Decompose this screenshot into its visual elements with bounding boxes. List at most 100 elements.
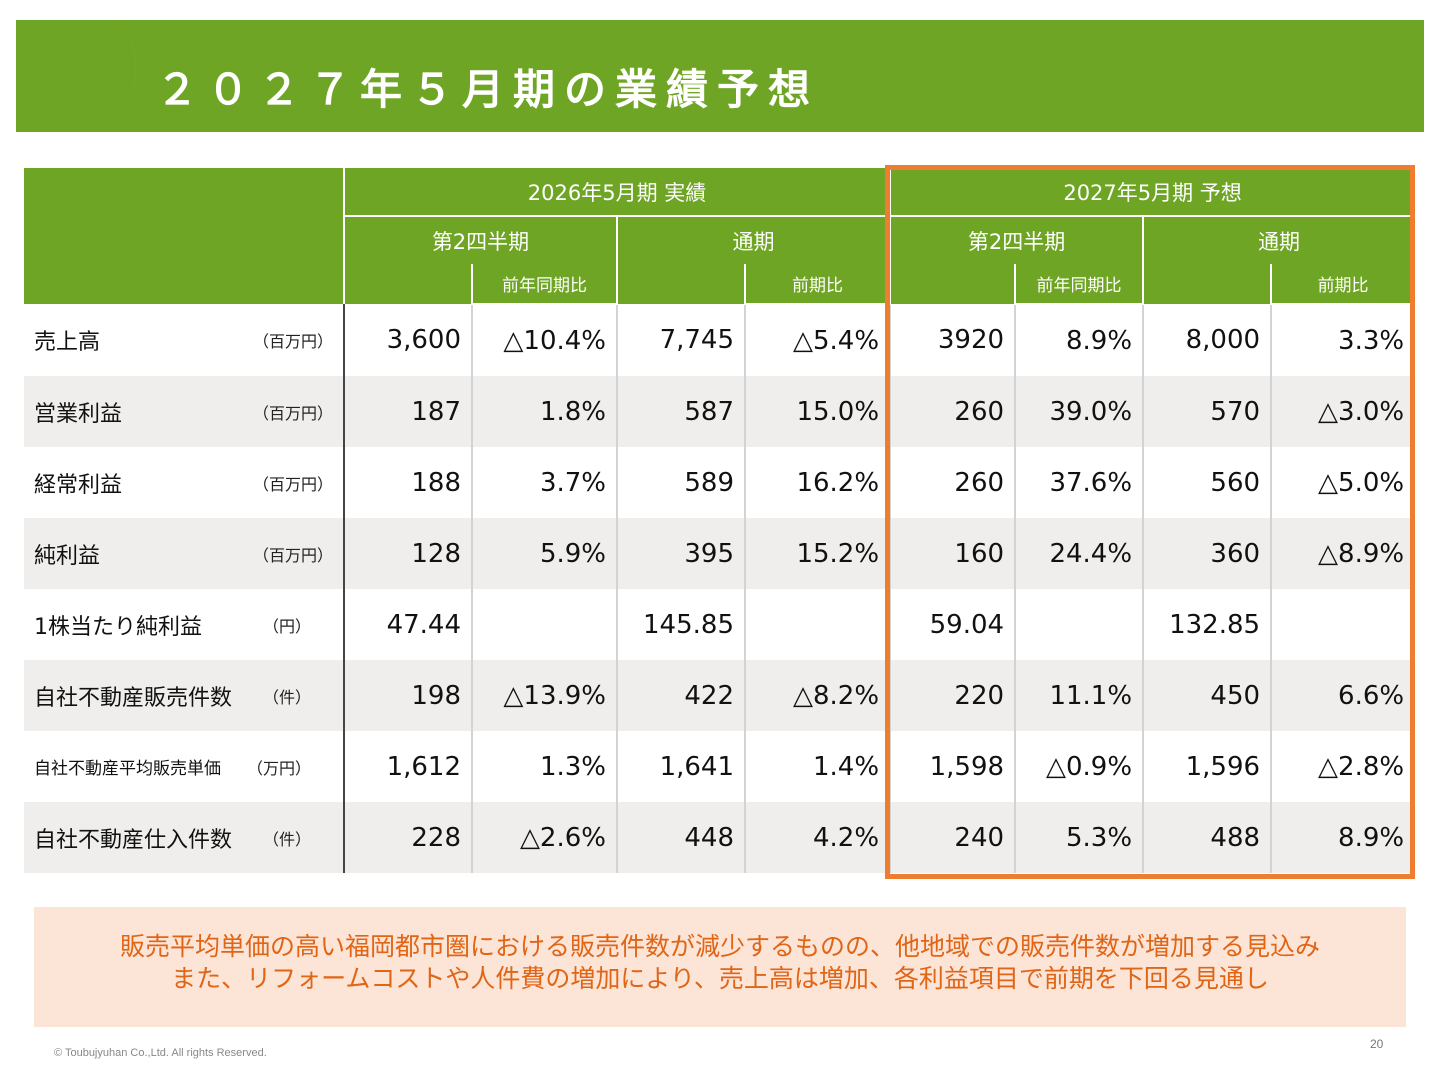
value-cell: 8,000: [1142, 304, 1272, 376]
value-cell: 560: [1142, 447, 1272, 518]
row-label-cell: 自社不動産仕入件数 （件）: [24, 802, 344, 873]
value-cell: 128: [343, 518, 472, 589]
value-cell: 260: [889, 376, 1016, 447]
row-unit: （百万円）: [252, 545, 333, 565]
value-cell: 228: [343, 802, 472, 873]
value-cell: [1014, 589, 1144, 660]
row-unit: （百万円）: [252, 474, 333, 494]
value-cell: 39.0%: [1014, 376, 1144, 447]
value-cell: △8.2%: [743, 660, 891, 731]
row-unit: （円）: [262, 616, 311, 636]
value-cell: 422: [616, 660, 745, 731]
value-cell: 587: [616, 376, 745, 447]
value-cell: 240: [889, 802, 1016, 873]
compare-header: 前期比: [743, 264, 891, 305]
row-label: 売上高: [34, 330, 101, 355]
value-cell: 395: [616, 518, 745, 589]
row-unit: （件）: [262, 687, 311, 707]
value-cell: 4.2%: [743, 802, 891, 873]
value-cell: 3.3%: [1270, 304, 1415, 376]
table-row: 1株当たり純利益 （円） 47.44 145.85 59.04 132.85: [24, 589, 1415, 660]
group-header-actual: 2026年5月期 実績: [342, 168, 891, 217]
value-cell: 132.85: [1142, 589, 1272, 660]
value-cell: 47.44: [343, 589, 472, 660]
table-row: 経常利益 （百万円） 188 3.7% 589 16.2% 260 37.6% 560 △5.0%: [24, 447, 1415, 518]
table-row: 売上高 （百万円） 3,600 △10.4% 7,745 △5.4% 3920 8.9% 8,0…: [24, 304, 1415, 376]
compare-header: 前年同期比: [1014, 264, 1144, 305]
row-label-cell: 売上高 （百万円）: [24, 304, 344, 376]
value-cell: 8.9%: [1014, 304, 1144, 376]
commentary-line-1: 販売平均単価の高い福岡都市圏における販売件数が減少するものの、他地域での販売件数…: [119, 932, 1320, 961]
row-unit: （万円）: [246, 758, 311, 778]
value-cell: [1270, 589, 1415, 660]
row-label: 純利益: [34, 543, 101, 569]
value-cell: 448: [616, 802, 745, 873]
value-cell: 188: [343, 447, 472, 518]
row-label: 1株当たり純利益: [34, 614, 202, 640]
value-cell: △0.9%: [1014, 731, 1144, 802]
value-cell: 1.8%: [471, 376, 617, 447]
value-cell: 220: [889, 660, 1016, 731]
value-cell: 5.3%: [1014, 802, 1144, 873]
compare-header: 前年同期比: [471, 264, 617, 305]
group-header-forecast: 2027年5月期 予想: [889, 168, 1415, 217]
value-cell: 570: [1142, 376, 1272, 447]
value-cell: 1.4%: [743, 731, 891, 802]
value-cell: 187: [343, 376, 472, 447]
table-row: 自社不動産販売件数 （件） 198 △13.9% 422 △8.2% 220 11.1% 450…: [24, 660, 1415, 731]
compare-spacer: [616, 264, 745, 304]
value-cell: △3.0%: [1270, 376, 1415, 447]
row-label: 経常利益: [34, 472, 123, 498]
header-corner: [24, 168, 344, 304]
value-cell: △13.9%: [471, 660, 617, 731]
table-body: 売上高 （百万円） 3,600 △10.4% 7,745 △5.4% 3920 8.9% 8,0…: [24, 304, 1415, 873]
value-cell: 1,612: [343, 731, 472, 802]
value-cell: 589: [616, 447, 745, 518]
row-label-cell: 1株当たり純利益 （円）: [24, 589, 344, 660]
table-row: 営業利益 （百万円） 187 1.8% 587 15.0% 260 39.0% 570 △3.0%: [24, 376, 1415, 447]
period-header-full-forecast: 通期: [1142, 216, 1415, 264]
commentary-line-2: また、リフォームコストや人件費の増加により、売上高は増加、各利益項目で前期を下回…: [171, 964, 1269, 993]
row-unit: （百万円）: [252, 332, 333, 351]
period-header-q2-forecast: 第2四半期: [889, 216, 1144, 264]
value-cell: 260: [889, 447, 1016, 518]
page-title: ２０２７年５月期の業績予想: [156, 65, 820, 114]
value-cell: [471, 589, 617, 660]
value-cell: 15.0%: [743, 376, 891, 447]
value-cell: 59.04: [889, 589, 1016, 660]
row-label-cell: 純利益 （百万円）: [24, 518, 344, 589]
value-cell: 1.3%: [471, 731, 617, 802]
value-cell: 1,641: [616, 731, 745, 802]
table-row: 純利益 （百万円） 128 5.9% 395 15.2% 160 24.4% 360 △8.9%: [24, 518, 1415, 589]
commentary-box: 販売平均単価の高い福岡都市圏における販売件数が減少するものの、他地域での販売件数…: [34, 907, 1406, 1027]
value-cell: △10.4%: [471, 304, 617, 376]
row-label: 自社不動産販売件数: [34, 685, 233, 711]
value-cell: 1,596: [1142, 731, 1272, 802]
banner-accent-shape: [16, 20, 136, 132]
value-cell: 11.1%: [1014, 660, 1144, 731]
row-label-cell: 営業利益 （百万円）: [24, 376, 344, 447]
row-label: 自社不動産仕入件数: [34, 827, 233, 853]
row-label-cell: 経常利益 （百万円）: [24, 447, 344, 518]
value-cell: 3920: [889, 304, 1016, 376]
value-cell: 488: [1142, 802, 1272, 873]
row-label-cell: 自社不動産販売件数 （件）: [24, 660, 344, 731]
value-cell: [743, 589, 891, 660]
value-cell: 3,600: [343, 304, 472, 376]
value-cell: 15.2%: [743, 518, 891, 589]
value-cell: 450: [1142, 660, 1272, 731]
value-cell: 5.9%: [471, 518, 617, 589]
value-cell: 8.9%: [1270, 802, 1415, 873]
row-unit: （百万円）: [252, 403, 333, 423]
value-cell: 3.7%: [471, 447, 617, 518]
compare-spacer: [343, 264, 472, 304]
value-cell: 1,598: [889, 731, 1016, 802]
value-cell: 37.6%: [1014, 447, 1144, 518]
compare-header: 前期比: [1270, 264, 1415, 305]
value-cell: 7,745: [616, 304, 745, 376]
row-unit: （件）: [262, 829, 311, 849]
period-header-q2-actual: 第2四半期: [343, 216, 617, 264]
compare-spacer: [889, 264, 1016, 304]
row-label-cell: 自社不動産平均販売単価 （万円）: [24, 731, 344, 802]
value-cell: 145.85: [616, 589, 745, 660]
